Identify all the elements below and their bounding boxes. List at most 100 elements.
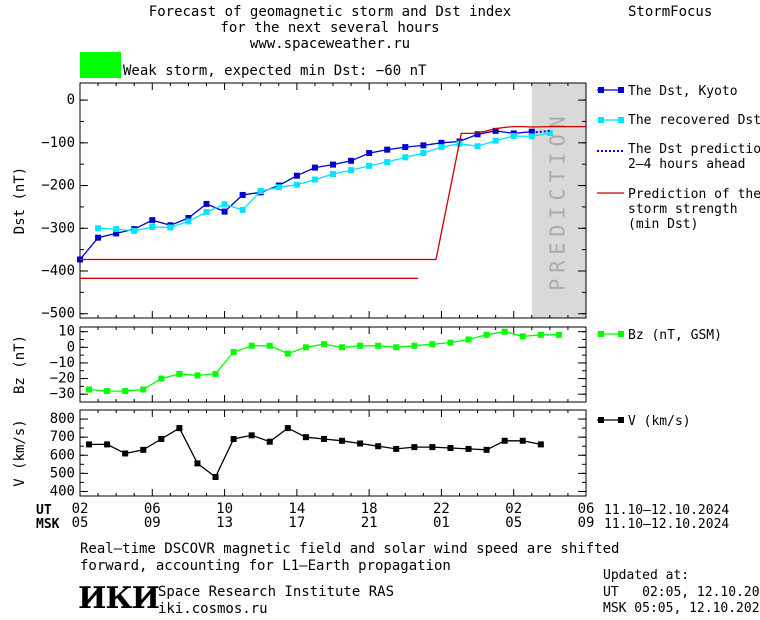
legend-bz-marker <box>598 331 604 337</box>
data-point <box>302 434 309 441</box>
storm-alert-text: Weak storm, expected min Dst: −60 nT <box>123 63 427 79</box>
site-url[interactable]: www.spaceweather.ru <box>249 36 411 52</box>
data-point <box>438 144 445 151</box>
y-axis-label: Dst (nT) <box>12 167 28 234</box>
y-tick-label: 0 <box>67 92 75 108</box>
series-line-dst-2 <box>531 129 550 134</box>
data-point <box>320 435 327 442</box>
data-point <box>239 206 246 213</box>
data-point <box>176 425 183 432</box>
msk-tick-label: 01 <box>433 515 450 531</box>
chart-title-line1: Forecast of geomagnetic storm and Dst in… <box>148 4 512 20</box>
data-point <box>330 171 336 178</box>
footer-note-line1: Real–time DSCOVR magnetic field and sola… <box>80 541 620 557</box>
plot-frame <box>79 82 587 319</box>
data-point <box>221 208 228 215</box>
data-point <box>465 336 472 343</box>
data-point <box>176 370 183 377</box>
data-point <box>492 137 499 144</box>
legend-bz-label: Bz (nT, GSM) <box>628 328 722 343</box>
data-point <box>266 342 273 349</box>
legend-dst-kyoto-marker <box>618 87 624 93</box>
y-tick-label: −300 <box>41 220 75 236</box>
data-point <box>293 181 300 188</box>
series-line-dst-1 <box>98 132 551 232</box>
data-point <box>203 209 210 216</box>
data-point <box>402 144 409 151</box>
data-point <box>185 215 192 222</box>
y-tick-label: 800 <box>50 411 75 427</box>
data-point <box>293 172 300 179</box>
ut-axis-label: UT <box>36 503 52 518</box>
legend-dst-recovered-label: The recovered Dst <box>628 113 760 128</box>
y-tick-label: 10 <box>58 324 75 340</box>
msk-tick-label: 05 <box>505 515 522 531</box>
data-point <box>339 437 346 444</box>
data-point <box>537 331 544 338</box>
data-point <box>420 142 427 149</box>
data-point <box>393 344 400 351</box>
institute-url[interactable]: iki.cosmos.ru <box>158 601 268 617</box>
series-line-dst-0 <box>79 130 532 260</box>
data-point <box>501 437 508 444</box>
data-point <box>230 435 237 442</box>
msk-tick-label: 13 <box>216 515 233 531</box>
data-point <box>384 159 391 166</box>
updated-label: Updated at: <box>603 568 690 583</box>
legend-v-marker <box>618 417 624 423</box>
data-point <box>384 146 391 153</box>
msk-tick-label: 09 <box>578 515 595 531</box>
data-point <box>366 162 373 169</box>
y-tick-label: 0 <box>67 339 75 355</box>
y-tick-label: −10 <box>50 355 75 371</box>
data-point <box>266 438 273 445</box>
y-tick-label: −400 <box>41 263 75 279</box>
data-point <box>402 154 409 161</box>
data-point <box>248 342 255 349</box>
v-panel: 800 700 600 500 400 V (km/s) <box>12 409 587 499</box>
ut-tick-label: 02 <box>505 501 522 517</box>
ut-tick-label: 14 <box>288 501 305 517</box>
data-point <box>348 157 355 164</box>
data-point <box>311 176 318 183</box>
msk-tick-label: 05 <box>72 515 89 531</box>
series-line-dst-3 <box>80 125 586 261</box>
updated-msk: MSK 05:05, 12.10.2024 <box>603 601 760 616</box>
data-point <box>510 132 517 139</box>
data-point <box>86 441 93 448</box>
y-tick-label: −200 <box>41 178 75 194</box>
legend-dst-prediction-label1: The Dst prediction <box>628 142 760 157</box>
data-point <box>357 440 364 447</box>
msk-tick-label: 09 <box>144 515 161 531</box>
data-point <box>555 331 562 338</box>
data-point <box>302 344 309 351</box>
updated-ut: UT 02:05, 12.10.2024 <box>603 585 760 600</box>
data-point <box>537 441 544 448</box>
data-point <box>221 201 228 208</box>
data-point <box>86 386 93 393</box>
legend-v-label: V (km/s) <box>628 414 691 429</box>
data-point <box>348 167 355 174</box>
ut-tick-label: 06 <box>144 501 161 517</box>
institute-name: Space Research Institute RAS <box>158 584 395 600</box>
y-tick-label: 700 <box>50 429 75 445</box>
y-tick-label: −500 <box>41 306 75 322</box>
legend-dst-kyoto-label: The Dst, Kyoto <box>628 84 738 99</box>
ut-date-range: 11.10–12.10.2024 <box>604 503 730 518</box>
ut-tick-label: 06 <box>578 501 595 517</box>
data-point <box>113 230 120 237</box>
data-point <box>239 191 246 198</box>
data-point <box>492 127 499 134</box>
data-point <box>483 331 490 338</box>
data-point <box>330 161 336 168</box>
legend-dst-kyoto-marker <box>598 87 604 93</box>
data-point <box>474 131 481 138</box>
y-axis-label: V (km/s) <box>12 419 28 486</box>
y-tick-label: 500 <box>50 465 75 481</box>
y-tick-label: 600 <box>50 447 75 463</box>
data-point <box>104 441 111 448</box>
dst-panel: PREDICTION 0 −100 −200 −300 −400 −500 Dst (nT) <box>12 82 587 322</box>
ut-tick-label: 22 <box>433 501 450 517</box>
data-point <box>140 386 147 393</box>
